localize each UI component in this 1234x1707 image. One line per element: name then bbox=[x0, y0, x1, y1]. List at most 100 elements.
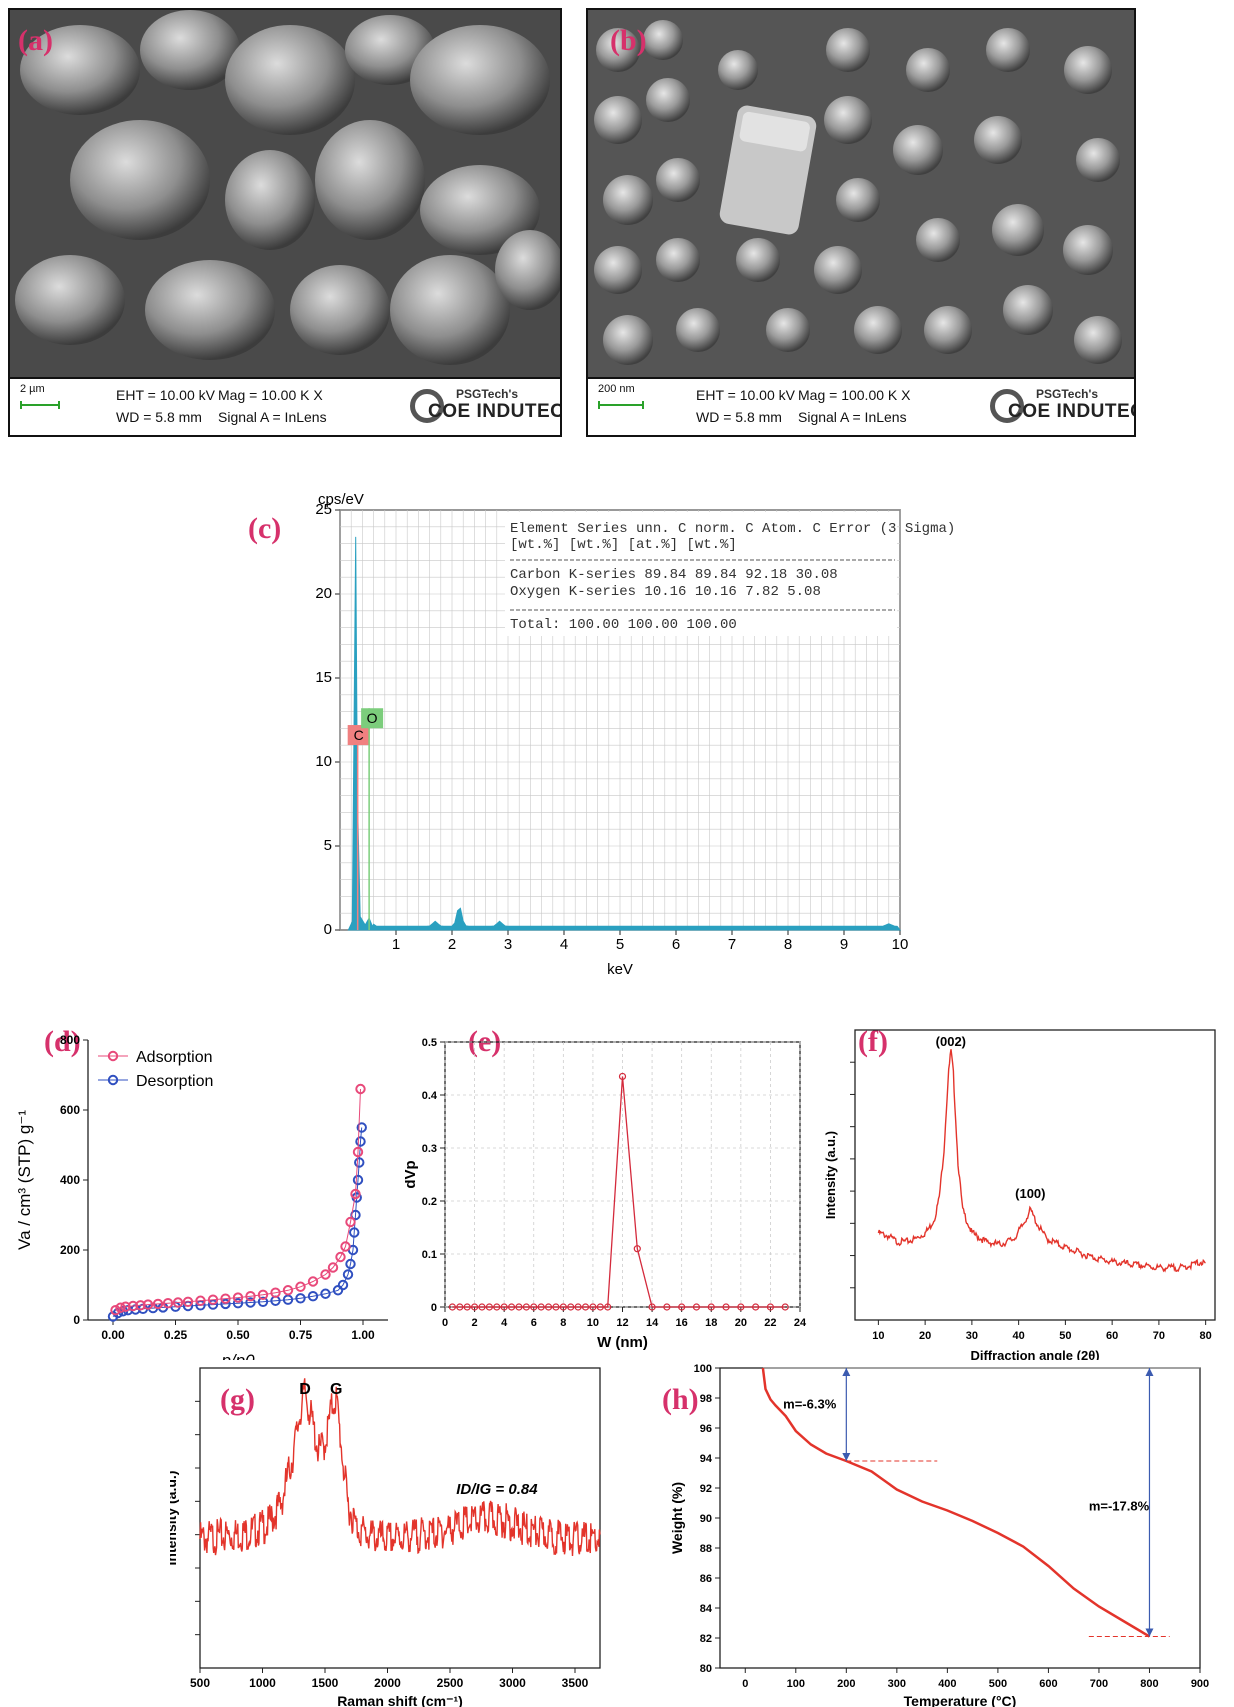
data-point bbox=[232, 1292, 244, 1303]
y-axis-label: Weight (%) bbox=[670, 1482, 685, 1554]
data-point bbox=[581, 1303, 590, 1311]
element-marker-label: C bbox=[354, 727, 364, 743]
plot-frame bbox=[854, 1029, 1216, 1321]
sem-image-b: 200 nm EHT = 10.00 kV Mag = 100.00 K X W… bbox=[586, 8, 1136, 437]
eds-table-row: Oxygen K-series 10.16 10.16 7.82 5.08 bbox=[510, 584, 821, 600]
eht-label-a: EHT = 10.00 kV bbox=[116, 387, 215, 403]
data-point bbox=[320, 1288, 331, 1299]
x-tick-label: 1500 bbox=[312, 1676, 339, 1690]
data-point bbox=[544, 1303, 553, 1311]
x-tick-label: 6 bbox=[672, 936, 680, 953]
x-tick-label: 40 bbox=[1013, 1330, 1025, 1342]
peak-label: G bbox=[330, 1381, 342, 1398]
data-point bbox=[478, 1303, 486, 1311]
data-point bbox=[270, 1287, 281, 1298]
panel-label-a: (a) bbox=[18, 24, 53, 57]
x-tick-label: 600 bbox=[1039, 1678, 1057, 1690]
eds-table-header: Element Series unn. C norm. C Atom. C Er… bbox=[510, 521, 955, 537]
arrow-head bbox=[842, 1368, 851, 1376]
sem-image-a: 2 µm EHT = 10.00 kV Mag = 10.00 K X WD =… bbox=[8, 8, 562, 437]
legend-swatch-marker bbox=[107, 1050, 119, 1062]
x-tick-label: 60 bbox=[1106, 1330, 1118, 1342]
x-tick-label: 700 bbox=[1090, 1678, 1108, 1690]
y-axis-label: Intensity (a.u.) bbox=[170, 1471, 179, 1566]
data-point bbox=[295, 1293, 306, 1304]
x-tick-label: 8 bbox=[560, 1317, 566, 1329]
y-axis-label: cps/eV bbox=[318, 491, 364, 508]
data-point bbox=[530, 1303, 538, 1311]
data-point bbox=[257, 1296, 269, 1307]
x-tick-label: 20 bbox=[919, 1330, 931, 1342]
peak-label: (002) bbox=[936, 1034, 966, 1049]
x-tick-label: 10 bbox=[892, 936, 909, 953]
x-tick-label: 18 bbox=[705, 1317, 717, 1329]
logo-icon bbox=[410, 389, 444, 423]
data-point bbox=[356, 1122, 367, 1133]
element-marker-box bbox=[347, 725, 370, 746]
x-tick-label: 0 bbox=[742, 1678, 748, 1690]
x-axis-label: Diffraction angle (2θ) bbox=[970, 1348, 1099, 1360]
data-point bbox=[172, 1297, 184, 1308]
wd-label-a: WD = 5.8 mm bbox=[116, 409, 202, 425]
data-point bbox=[456, 1303, 464, 1311]
x-tick-label: 500 bbox=[989, 1678, 1007, 1690]
data-point bbox=[182, 1296, 194, 1307]
data-point bbox=[493, 1303, 501, 1311]
data-point bbox=[559, 1303, 567, 1311]
data-point bbox=[349, 1227, 360, 1238]
y-axis-label: dVp bbox=[405, 1160, 419, 1188]
data-point bbox=[327, 1262, 339, 1273]
x-tick-label: 70 bbox=[1153, 1330, 1165, 1342]
wd-label-b: WD = 5.8 mm bbox=[696, 409, 782, 425]
x-tick-label: 3500 bbox=[562, 1676, 589, 1690]
y-tick-label: 0.2 bbox=[422, 1196, 437, 1208]
y-axis-label: Va / cm³ (STP) g⁻¹ bbox=[15, 1110, 34, 1250]
data-point bbox=[648, 1303, 656, 1311]
logo-psg-b: PSGTech's bbox=[1036, 387, 1098, 401]
data-point bbox=[589, 1303, 597, 1311]
logo-icon bbox=[990, 389, 1024, 423]
x-tick-label: 0.75 bbox=[289, 1328, 313, 1342]
x-tick-label: 800 bbox=[1140, 1678, 1158, 1690]
data-point bbox=[463, 1303, 471, 1311]
data-point bbox=[692, 1303, 701, 1311]
logo-coe-a: COE INDUTECH bbox=[428, 401, 560, 422]
y-tick-label: 25 bbox=[315, 501, 332, 518]
series-line bbox=[199, 1378, 601, 1557]
arrow-head bbox=[842, 1453, 851, 1461]
scale-bar-a bbox=[20, 401, 60, 409]
data-point bbox=[567, 1303, 575, 1311]
data-point bbox=[335, 1251, 346, 1263]
panel-label-d: (d) bbox=[44, 1025, 81, 1058]
data-point bbox=[345, 1258, 356, 1270]
y-tick-label: 100 bbox=[694, 1363, 712, 1375]
weight-loss-label: m=-17.8% bbox=[1089, 1499, 1150, 1514]
signal-label-b: Signal A = InLens bbox=[798, 409, 907, 425]
y-tick-label: 0.3 bbox=[422, 1143, 437, 1155]
legend-label: Desorption bbox=[136, 1073, 213, 1090]
data-point bbox=[500, 1303, 508, 1311]
data-point bbox=[633, 1245, 641, 1253]
legend-label: Adsorption bbox=[136, 1049, 213, 1066]
data-point bbox=[707, 1303, 715, 1311]
eds-spectrum-area bbox=[347, 536, 902, 931]
xrd-chart: 10 20 30 40 50 60 70 80 Diffraction angle (2θ) In… bbox=[823, 1029, 1216, 1360]
x-axis-label: p/p0 bbox=[220, 1351, 255, 1360]
legend-swatch-marker bbox=[107, 1074, 119, 1086]
eds-table-bg bbox=[505, 512, 897, 636]
data-point bbox=[220, 1298, 231, 1310]
element-marker-label: O bbox=[367, 710, 378, 726]
data-point bbox=[470, 1303, 479, 1311]
y-tick-label: 98 bbox=[700, 1393, 712, 1405]
data-point bbox=[307, 1276, 319, 1287]
sem-info-bar-a: 2 µm EHT = 10.00 kV Mag = 10.00 K X WD =… bbox=[10, 377, 560, 435]
y-tick-label: 0 bbox=[324, 921, 332, 938]
arrow-head bbox=[1145, 1368, 1154, 1376]
raman-chart: 500 1000 1500 2000 2500 3000 3500 Raman shift (… bbox=[170, 1367, 601, 1707]
eds-table-row: Carbon K-series 89.84 89.84 92.18 30.08 bbox=[510, 567, 838, 583]
x-tick-label: 16 bbox=[676, 1317, 688, 1329]
panel-label-h: (h) bbox=[662, 1383, 699, 1416]
data-point bbox=[345, 1216, 356, 1228]
x-tick-label: 9 bbox=[840, 936, 848, 953]
